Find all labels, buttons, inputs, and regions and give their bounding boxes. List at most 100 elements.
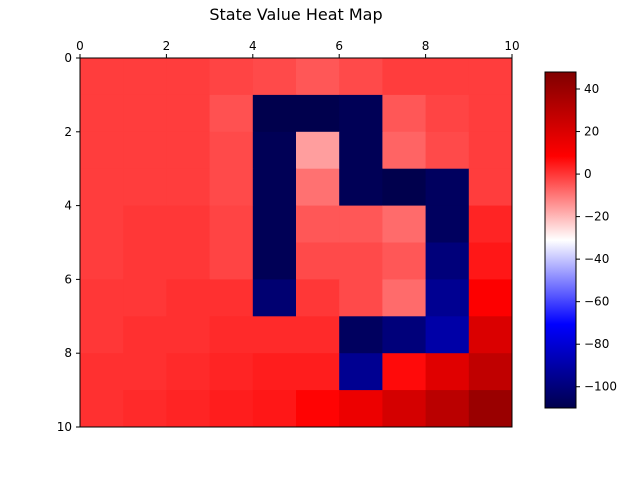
heatmap-cell: [382, 58, 426, 96]
heatmap-cell: [252, 316, 297, 354]
heatmap-cell: [209, 205, 254, 243]
heatmap-cell: [252, 58, 297, 96]
heatmap-cell: [425, 94, 470, 133]
heatmap-cell: [166, 205, 210, 243]
heatmap-cell: [468, 279, 513, 317]
heatmap-cell: [382, 131, 426, 170]
heatmap-cell: [425, 316, 470, 354]
heatmap-cell: [296, 279, 340, 317]
heatmap-cell: [80, 390, 124, 428]
heatmap-cell: [425, 168, 470, 206]
heatmap-cell: [166, 242, 210, 280]
chart-title: State Value Heat Map: [209, 5, 382, 24]
heatmap-cell: [80, 131, 124, 170]
heatmap-cell: [468, 58, 513, 96]
heatmap-cell: [166, 58, 210, 96]
heatmap-cell: [382, 94, 426, 133]
heatmap-cell: [425, 279, 470, 317]
heatmap-cell: [468, 242, 513, 280]
x-tick-label: 0: [76, 39, 84, 53]
heatmap-cell: [468, 205, 513, 243]
heatmap-cell: [382, 316, 426, 354]
heatmap-cell: [123, 279, 167, 317]
heatmap-cell: [296, 316, 340, 354]
heatmap-cell: [339, 353, 383, 391]
heatmap-cells: [80, 58, 513, 428]
heatmap-cell: [80, 58, 124, 96]
heatmap-cell: [468, 390, 513, 428]
heatmap-cell: [339, 58, 383, 96]
heatmap-cell: [339, 205, 383, 243]
heatmap-cell: [468, 131, 513, 170]
heatmap-cell: [123, 316, 167, 354]
colorbar-tick-label: −100: [584, 380, 617, 394]
heatmap-cell: [80, 316, 124, 354]
heatmap-cell: [339, 94, 383, 133]
colorbar-tick-label: 0: [584, 167, 592, 181]
heatmap-cell: [425, 390, 470, 428]
heatmap-cell: [382, 242, 426, 280]
heatmap-cell: [80, 279, 124, 317]
heatmap-cell: [339, 316, 383, 354]
heatmap-cell: [123, 242, 167, 280]
heatmap-cell: [209, 390, 254, 428]
heatmap-cell: [209, 131, 254, 170]
heatmap-cell: [80, 94, 124, 133]
heatmap-cell: [296, 58, 340, 96]
heatmap-cell: [123, 205, 167, 243]
heatmap-cell: [425, 353, 470, 391]
y-tick-label: 0: [64, 51, 72, 65]
heatmap-cell: [166, 279, 210, 317]
heatmap-cell: [382, 205, 426, 243]
heatmap-cell: [339, 131, 383, 170]
x-tick-label: 8: [422, 39, 430, 53]
heatmap-cell: [166, 94, 210, 133]
colorbar-tick-label: −20: [584, 210, 609, 224]
heatmap-cell: [252, 353, 297, 391]
heatmap-cell: [80, 168, 124, 206]
colorbar: 40 20 0 −20 −40 −60 −80 −100: [544, 71, 617, 409]
heatmap-cell: [123, 353, 167, 391]
heatmap-cell: [166, 353, 210, 391]
heatmap-cell: [166, 168, 210, 206]
colorbar-tick-label: −80: [584, 337, 609, 351]
heatmap-cell: [382, 168, 426, 206]
heatmap-cell: [123, 58, 167, 96]
heatmap-cell: [339, 168, 383, 206]
heatmap-cell: [209, 279, 254, 317]
heatmap-cell: [425, 58, 470, 96]
y-tick-label: 4: [64, 199, 72, 213]
heatmap-cell: [209, 94, 254, 133]
heatmap-cell: [209, 168, 254, 206]
heatmap-cell: [166, 316, 210, 354]
heatmap-cell: [296, 131, 340, 170]
heatmap-cell: [209, 316, 254, 354]
colorbar-tick-label: 20: [584, 125, 599, 139]
heatmap-cell: [425, 131, 470, 170]
colorbar-tick-label: −60: [584, 295, 609, 309]
heatmap-cell: [339, 242, 383, 280]
heatmap-cell: [123, 168, 167, 206]
colorbar-tick-label: −40: [584, 252, 609, 266]
heatmap-cell: [252, 390, 297, 428]
heatmap-cell: [80, 205, 124, 243]
y-tick-label: 6: [64, 272, 72, 286]
heatmap-cell: [209, 353, 254, 391]
x-tick-label: 2: [163, 39, 171, 53]
x-tick-label: 4: [249, 39, 257, 53]
heatmap-cell: [468, 316, 513, 354]
heatmap-cell: [252, 131, 297, 170]
heatmap-cell: [123, 390, 167, 428]
heatmap-cell: [252, 205, 297, 243]
heatmap-cell: [296, 390, 340, 428]
heatmap-cell: [123, 94, 167, 133]
axes: 0 2 4 6 8 10 0 2 4 6 8 10: [57, 39, 520, 434]
heatmap-cell: [339, 390, 383, 428]
heatmap-cell: [339, 279, 383, 317]
heatmap-cell: [296, 353, 340, 391]
heatmap-cell: [296, 242, 340, 280]
x-tick-label: 10: [504, 39, 519, 53]
heatmap-cell: [296, 205, 340, 243]
plot-frame: [79, 57, 513, 428]
